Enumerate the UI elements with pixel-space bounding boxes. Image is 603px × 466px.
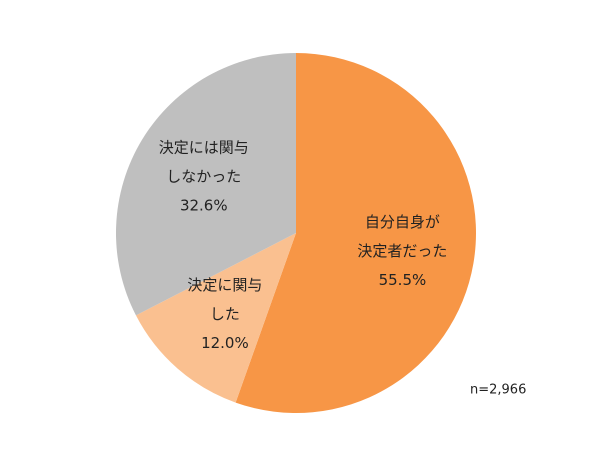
sample-size-note: n=2,966 (470, 383, 526, 398)
pie-slice (115, 53, 296, 316)
slice-value-label: 32.6% (180, 196, 228, 214)
slices (115, 53, 476, 413)
slice-label: 決定に関与 (187, 276, 262, 294)
slice-value-label: 55.5% (379, 271, 427, 289)
pie-slice (235, 53, 476, 413)
slice-label: 決定には関与 (159, 138, 249, 156)
slice-label: しなかった (166, 167, 241, 185)
slice-value-label: 12.0% (201, 334, 249, 352)
pie-slice (135, 233, 296, 403)
slice-label: 決定者だった (357, 242, 447, 260)
slice-label: 自分自身が (365, 213, 440, 231)
slice-label: した (210, 305, 240, 323)
